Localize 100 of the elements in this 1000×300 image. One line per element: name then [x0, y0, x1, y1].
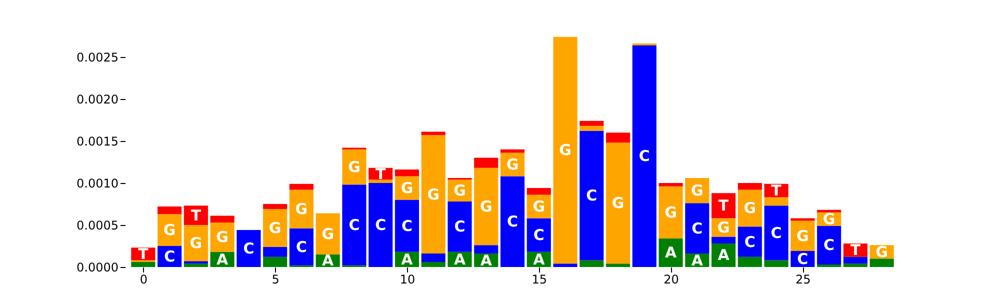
text: C: [533, 226, 544, 244]
bar: [368, 183, 393, 267]
bar: [394, 200, 420, 252]
x-tick-label: 10: [400, 272, 416, 286]
y-tick-label: 0.0020: [76, 92, 118, 106]
series-label: A: [216, 250, 229, 268]
bar: [474, 168, 498, 246]
bar: [738, 190, 762, 227]
bar: [580, 126, 604, 131]
bar: [421, 135, 446, 254]
text: G: [216, 228, 228, 246]
bar: [184, 261, 208, 264]
text: T: [138, 244, 148, 263]
text: A: [454, 250, 466, 268]
text: C: [348, 216, 360, 234]
bar: [580, 130, 604, 260]
text: T: [771, 182, 782, 200]
bar: [474, 245, 498, 254]
bar: [210, 216, 234, 222]
text: G: [744, 199, 756, 218]
bar: [738, 183, 762, 190]
text: G: [454, 182, 466, 200]
text: C: [243, 240, 254, 258]
bar: [500, 149, 525, 153]
bar: [263, 256, 288, 267]
bar: [580, 260, 604, 267]
text: C: [506, 212, 518, 231]
bar: [289, 228, 314, 266]
text: C: [638, 147, 650, 166]
text: C: [586, 186, 598, 205]
y-tick-label: 0.0015: [76, 134, 118, 148]
bar: [817, 264, 842, 267]
text: G: [691, 182, 704, 200]
bar: [817, 226, 842, 264]
bar: [448, 201, 472, 252]
text: T: [375, 164, 386, 183]
bar: [764, 197, 788, 206]
bar: [158, 206, 182, 214]
bar: [606, 142, 630, 264]
bar: [764, 206, 788, 260]
bar: [817, 210, 842, 212]
bar: [712, 193, 736, 218]
bar: [764, 260, 788, 267]
bar: [368, 180, 393, 183]
bar: [263, 246, 288, 257]
text: C: [296, 238, 307, 256]
bar: [184, 225, 208, 262]
bar: [316, 213, 340, 254]
bar: [632, 45, 656, 267]
text: G: [400, 179, 414, 198]
text: C: [164, 248, 176, 266]
text: G: [664, 203, 677, 222]
bar: [421, 254, 446, 262]
text: G: [348, 158, 360, 176]
text: G: [480, 198, 492, 216]
text: A: [401, 250, 413, 268]
x-tick-label: 5: [272, 272, 280, 286]
bar: [658, 183, 683, 186]
text: G: [532, 198, 546, 216]
text: C: [744, 232, 756, 251]
y-tick-label: 0.0000: [76, 260, 118, 274]
text: C: [454, 218, 466, 236]
x-tick-label: 25: [796, 272, 811, 286]
bar: [685, 203, 710, 254]
bar: [790, 218, 815, 221]
x-tick-label: 15: [532, 272, 548, 286]
bar: [738, 226, 762, 257]
bar: [712, 236, 736, 244]
bar: [843, 264, 868, 267]
text: A: [664, 244, 677, 262]
bar: [526, 218, 551, 252]
bar: [843, 256, 868, 264]
bar: [289, 190, 314, 228]
series-label: G: [717, 218, 730, 237]
text: C: [401, 216, 412, 235]
bar: [553, 36, 578, 264]
y-tick-label: 0.0010: [76, 176, 118, 190]
bar: [658, 186, 683, 238]
y-tick-label: 0.0025: [76, 50, 118, 64]
text: C: [375, 216, 386, 234]
bar: [500, 176, 525, 267]
series-label: C: [797, 250, 808, 268]
bar: [263, 204, 288, 210]
text: G: [612, 194, 624, 212]
text: G: [190, 234, 202, 252]
bar: [606, 132, 630, 143]
text: G: [876, 242, 888, 261]
text: G: [796, 226, 809, 245]
text: G: [322, 224, 334, 243]
x-tick-label: 0: [140, 272, 148, 286]
bar: [870, 258, 894, 267]
bar: [342, 149, 366, 185]
text: C: [770, 224, 782, 242]
bar: [131, 262, 156, 267]
y-tick-label: 0.0005: [76, 218, 118, 232]
bar: [289, 184, 314, 190]
text: A: [322, 252, 334, 270]
bar: [236, 230, 261, 267]
text: A: [691, 251, 703, 270]
bar: [738, 256, 762, 267]
